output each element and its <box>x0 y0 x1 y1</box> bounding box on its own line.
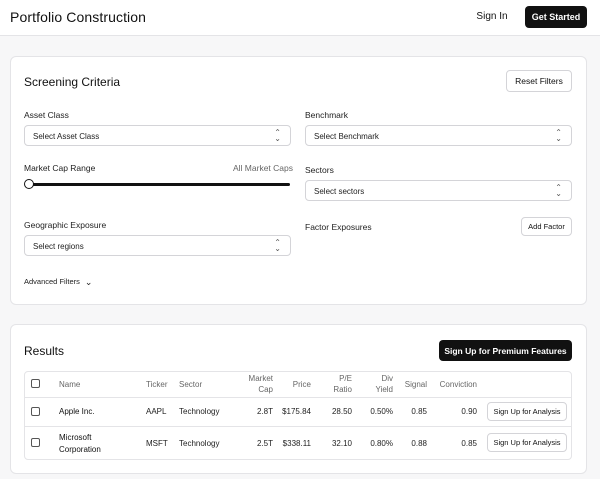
chevron-up-down-icon: ⌃ ⌄ <box>274 238 281 253</box>
col-market-cap-1: Market <box>248 374 273 383</box>
sectors-label: Sectors <box>305 165 334 175</box>
sign-in-button[interactable]: Sign In <box>470 11 514 22</box>
row-sector: Technology <box>179 407 220 416</box>
row-conviction: 0.85 <box>461 439 477 448</box>
chevron-up-down-icon: ⌃ ⌄ <box>555 183 562 198</box>
chevron-down-icon: ⌄ <box>84 276 93 287</box>
market-cap-hint: All Market Caps <box>233 163 293 173</box>
factor-exposures-label: Factor Exposures <box>305 222 372 232</box>
asset-class-select[interactable]: Select Asset Class ⌃ ⌄ <box>24 125 291 146</box>
row-div-yield: 0.50% <box>370 407 393 416</box>
benchmark-label: Benchmark <box>305 110 348 120</box>
row-name-line2: Corporation <box>59 445 101 454</box>
col-pe-2: Ratio <box>333 385 352 394</box>
benchmark-select[interactable]: Select Benchmark ⌃ ⌄ <box>305 125 572 146</box>
chevron-up-down-icon: ⌃ ⌄ <box>274 128 281 143</box>
sectors-select[interactable]: Select sectors ⌃ ⌄ <box>305 180 572 201</box>
col-market-cap-2: Cap <box>258 385 273 394</box>
sectors-value: Select sectors <box>314 187 365 196</box>
app-title: Portfolio Construction <box>10 9 147 25</box>
col-name: Name <box>59 380 81 389</box>
sign-up-analysis-button[interactable]: Sign Up for Analysis <box>487 433 567 452</box>
add-factor-button[interactable]: Add Factor <box>521 217 572 236</box>
geographic-exposure-label: Geographic Exposure <box>24 220 107 230</box>
market-cap-slider-thumb[interactable] <box>24 179 34 189</box>
row-price: $175.84 <box>282 407 311 416</box>
benchmark-value: Select Benchmark <box>314 132 379 141</box>
row-checkbox[interactable] <box>31 438 40 447</box>
row-divider <box>25 397 571 398</box>
col-sector: Sector <box>179 380 203 389</box>
row-sector: Technology <box>179 439 220 448</box>
advanced-filters-label: Advanced Filters <box>24 277 80 286</box>
col-price: Price <box>292 380 311 389</box>
row-pe: 32.10 <box>331 439 352 448</box>
asset-class-value: Select Asset Class <box>33 132 100 141</box>
row-divider <box>25 426 571 427</box>
screening-criteria-title: Screening Criteria <box>24 75 121 89</box>
row-signal: 0.88 <box>411 439 427 448</box>
top-header: Portfolio Construction Sign In Get Start… <box>0 0 600 36</box>
col-conviction: Conviction <box>439 380 477 389</box>
row-price: $338.11 <box>282 439 311 448</box>
row-conviction: 0.90 <box>461 407 477 416</box>
col-div-2: Yield <box>375 385 394 394</box>
results-table: Name Ticker Sector Market Cap Price P/E … <box>24 371 572 460</box>
row-name: Apple Inc. <box>59 407 95 416</box>
geographic-select[interactable]: Select regions ⌃ ⌄ <box>24 235 291 256</box>
col-ticker: Ticker <box>146 380 168 389</box>
col-pe-1: P/E <box>339 374 352 383</box>
row-ticker: MSFT <box>146 439 168 448</box>
row-checkbox[interactable] <box>31 407 40 416</box>
row-market-cap: 2.8T <box>256 407 273 416</box>
row-name: Microsoft <box>59 433 92 442</box>
market-cap-label: Market Cap Range <box>24 163 96 173</box>
market-cap-slider-track[interactable] <box>28 183 290 186</box>
results-title: Results <box>24 344 65 358</box>
get-started-button[interactable]: Get Started <box>525 6 587 28</box>
advanced-filters-toggle[interactable]: Advanced Filters ⌄ <box>24 277 92 286</box>
row-pe: 28.50 <box>331 407 352 416</box>
premium-features-button[interactable]: Sign Up for Premium Features <box>439 340 572 361</box>
row-div-yield: 0.80% <box>370 439 393 448</box>
row-signal: 0.85 <box>411 407 427 416</box>
row-ticker: AAPL <box>146 407 167 416</box>
geographic-value: Select regions <box>33 242 84 251</box>
asset-class-label: Asset Class <box>24 110 69 120</box>
sign-up-analysis-button[interactable]: Sign Up for Analysis <box>487 402 567 421</box>
select-all-checkbox[interactable] <box>31 379 40 388</box>
chevron-up-down-icon: ⌃ ⌄ <box>555 128 562 143</box>
reset-filters-button[interactable]: Reset Filters <box>506 70 572 92</box>
col-div-1: Div <box>381 374 393 383</box>
row-market-cap: 2.5T <box>256 439 273 448</box>
col-signal: Signal <box>404 380 427 389</box>
